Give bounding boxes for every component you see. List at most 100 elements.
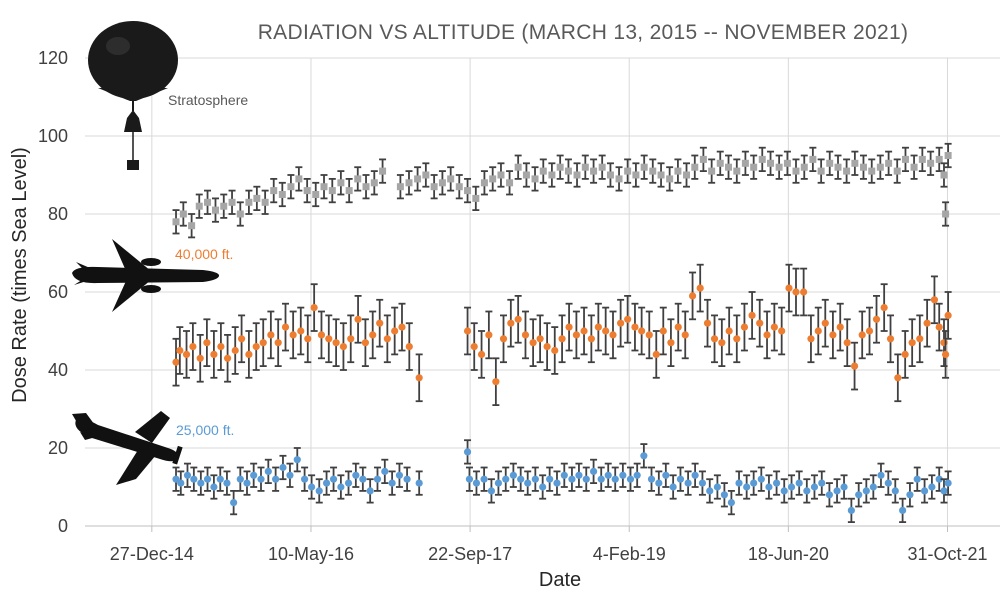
data-point xyxy=(395,471,404,479)
data-point xyxy=(787,483,796,491)
data-point xyxy=(891,487,899,495)
data-point xyxy=(930,296,939,304)
data-point xyxy=(597,475,605,483)
data-point xyxy=(756,319,764,327)
data-point xyxy=(480,179,488,187)
data-point xyxy=(800,288,808,296)
data-point xyxy=(868,167,876,175)
data-point xyxy=(564,167,572,175)
data-point xyxy=(780,487,788,495)
data-point xyxy=(944,479,952,487)
data-point xyxy=(370,179,378,187)
data-point xyxy=(810,483,819,491)
data-point xyxy=(172,218,180,226)
data-point xyxy=(210,350,218,358)
data-point xyxy=(659,327,667,335)
data-point xyxy=(587,335,595,343)
data-point xyxy=(885,159,893,167)
data-point xyxy=(727,499,735,507)
data-point xyxy=(295,175,303,183)
data-point xyxy=(369,331,377,339)
data-point xyxy=(308,483,316,491)
data-point xyxy=(862,487,870,495)
data-point xyxy=(647,475,656,483)
data-point xyxy=(809,155,817,163)
data-point xyxy=(743,483,751,491)
data-point xyxy=(539,167,547,175)
data-point xyxy=(373,475,382,483)
data-point xyxy=(935,155,943,163)
data-point xyxy=(894,374,902,382)
data-point xyxy=(398,323,406,331)
data-point xyxy=(230,499,238,507)
data-point xyxy=(598,163,606,171)
data-point xyxy=(590,167,598,175)
data-point xyxy=(683,171,691,179)
data-point xyxy=(706,487,714,495)
data-point xyxy=(833,487,841,495)
data-point xyxy=(655,479,663,487)
data-point xyxy=(217,343,225,351)
data-point xyxy=(713,483,721,491)
data-point xyxy=(383,335,391,343)
data-point xyxy=(821,319,829,327)
data-point xyxy=(666,175,674,183)
data-point xyxy=(492,378,500,386)
data-point xyxy=(899,506,907,514)
y-axis-ticks: 0 20 40 60 80 100 120 xyxy=(38,48,68,536)
data-point xyxy=(858,331,866,339)
data-point xyxy=(884,479,892,487)
data-point xyxy=(772,479,781,487)
data-point xyxy=(792,288,800,296)
data-point xyxy=(447,175,455,183)
data-point xyxy=(551,346,559,355)
data-point xyxy=(293,456,301,464)
data-point xyxy=(928,483,936,491)
data-point xyxy=(935,475,943,483)
data-point xyxy=(548,171,556,179)
data-point xyxy=(352,471,360,479)
data-point xyxy=(684,479,692,487)
data-point xyxy=(517,475,525,483)
data-point xyxy=(611,475,619,483)
data-point xyxy=(763,331,771,339)
series-label-25000-ft: 25,000 ft. xyxy=(176,422,234,438)
data-point xyxy=(203,475,212,483)
data-point xyxy=(696,284,704,292)
data-point xyxy=(698,479,707,487)
data-point xyxy=(836,323,844,331)
x-tick-label: 18-Jun-20 xyxy=(748,544,829,564)
x-axis-ticks: 27-Dec-14 10-May-16 22-Sep-17 4-Feb-19 18-Ju… xyxy=(110,526,988,564)
data-point xyxy=(182,350,191,358)
data-point xyxy=(750,479,758,487)
data-point xyxy=(278,191,286,198)
data-point xyxy=(514,163,522,171)
data-point xyxy=(581,163,589,171)
data-point xyxy=(465,475,474,483)
data-point xyxy=(783,159,791,167)
data-point xyxy=(850,362,859,370)
y-tick-label: 40 xyxy=(48,360,68,380)
data-point xyxy=(506,179,514,187)
data-point xyxy=(531,175,539,183)
data-point xyxy=(710,335,719,343)
chart-title: RADIATION VS ALTITUDE (MARCH 13, 2015 --… xyxy=(258,21,909,44)
data-point xyxy=(237,335,246,343)
data-point xyxy=(430,183,438,191)
data-point xyxy=(329,475,338,483)
data-point xyxy=(250,471,258,479)
data-point xyxy=(539,483,547,491)
data-point xyxy=(328,187,336,195)
data-point xyxy=(855,491,863,499)
data-point xyxy=(674,167,682,175)
data-point xyxy=(818,479,826,487)
data-point xyxy=(589,467,598,475)
data-point xyxy=(757,475,765,483)
data-point xyxy=(735,479,743,487)
data-point xyxy=(716,159,724,167)
data-point xyxy=(556,163,564,171)
data-point xyxy=(497,171,505,179)
data-point xyxy=(652,350,660,358)
data-point xyxy=(767,159,775,167)
balloon-icon xyxy=(88,21,178,170)
